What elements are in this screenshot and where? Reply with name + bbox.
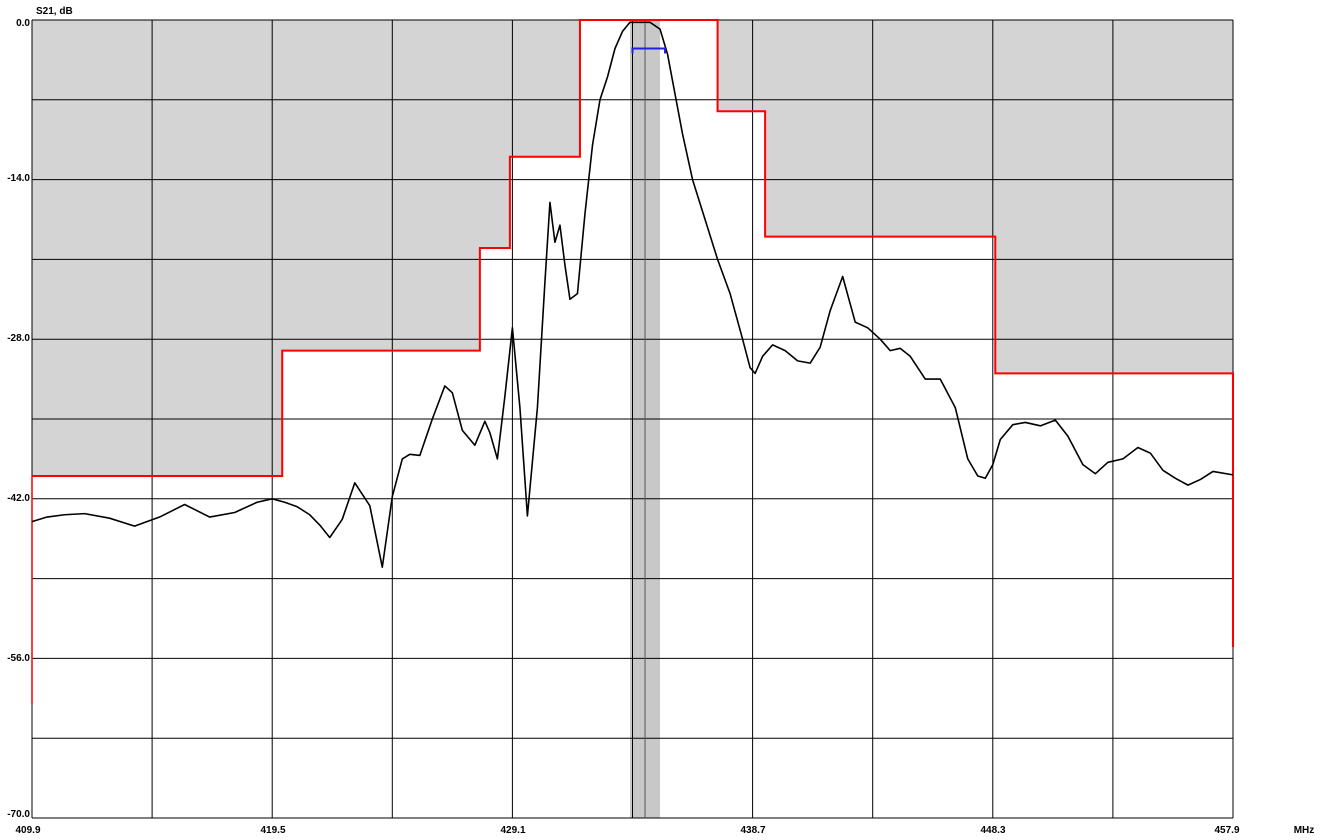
x-tick-label-3: 438.7	[740, 825, 765, 836]
y-axis-label: S21, dB	[36, 6, 73, 17]
x-tick-label-2: 429.1	[500, 825, 525, 836]
y-tick-label-3: -42.0	[7, 493, 30, 504]
x-tick-label-4: 448.3	[980, 825, 1005, 836]
passband-marker	[631, 47, 667, 54]
forbidden-area	[32, 20, 1233, 647]
x-axis-label: MHz	[1294, 825, 1315, 836]
forbidden-region	[32, 20, 1233, 647]
y-tick-label-4: -56.0	[7, 653, 30, 664]
y-tick-label-0: 0.0	[16, 18, 30, 29]
grid	[31, 19, 1234, 819]
x-tick-label-0: 409.9	[15, 825, 40, 836]
x-tick-label-1: 419.5	[260, 825, 285, 836]
s21-trace	[31, 21, 1234, 569]
y-tick-label-1: -14.0	[7, 173, 30, 184]
y-tick-label-2: -28.0	[7, 333, 30, 344]
upper-mask-line	[32, 19, 1234, 647]
y-tick-label-5: -70.0	[7, 809, 30, 820]
x-tick-label-5: 457.9	[1214, 825, 1239, 836]
